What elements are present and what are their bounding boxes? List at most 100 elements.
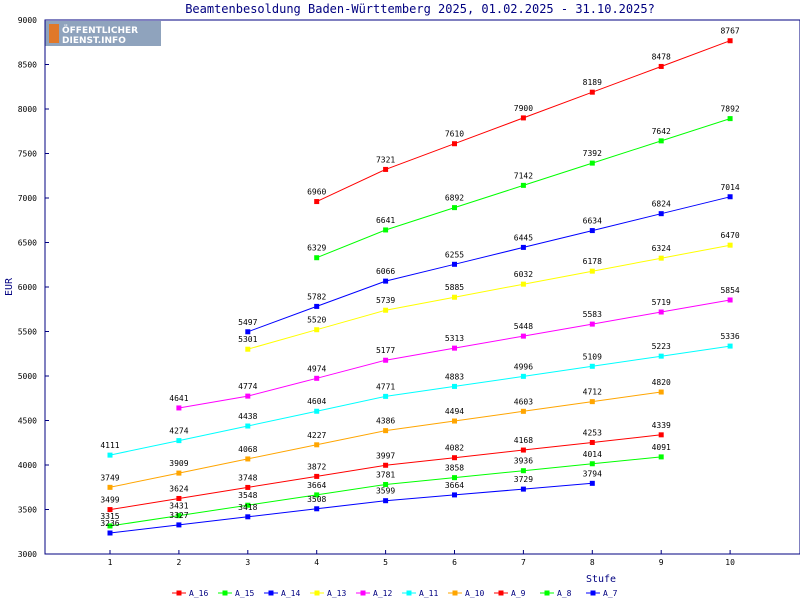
data-point xyxy=(383,166,389,172)
data-point xyxy=(383,481,389,487)
data-point xyxy=(658,138,664,144)
data-label: 7321 xyxy=(376,155,395,164)
legend-item: A_16 xyxy=(172,589,208,598)
data-label: 6892 xyxy=(445,194,464,203)
data-label: 3431 xyxy=(169,502,188,511)
data-point xyxy=(589,89,595,95)
data-point xyxy=(520,115,526,121)
y-tick-label: 6500 xyxy=(18,239,37,248)
data-label: 7610 xyxy=(445,130,464,139)
data-point xyxy=(314,327,320,333)
y-tick-label: 7500 xyxy=(18,150,37,159)
legend-marker xyxy=(452,590,458,596)
data-point xyxy=(107,523,113,529)
data-label: 4227 xyxy=(307,431,326,440)
data-point xyxy=(589,363,595,369)
data-point xyxy=(383,393,389,399)
data-label: 5520 xyxy=(307,316,326,325)
data-label: 5336 xyxy=(720,332,739,341)
x-tick-label: 9 xyxy=(659,558,664,567)
x-tick-label: 4 xyxy=(314,558,319,567)
data-label: 6032 xyxy=(514,270,533,279)
data-label: 4111 xyxy=(100,441,119,450)
data-label: 5782 xyxy=(307,292,326,301)
data-point xyxy=(727,38,733,44)
data-label: 5448 xyxy=(514,322,533,331)
data-label: 5719 xyxy=(652,298,671,307)
data-point xyxy=(452,141,457,147)
series-line xyxy=(178,299,731,409)
data-point xyxy=(245,502,251,508)
data-label: 7892 xyxy=(720,105,739,114)
data-label: 3548 xyxy=(238,491,257,500)
data-point xyxy=(727,297,733,303)
legend-item: A_10 xyxy=(448,589,484,598)
data-label: 6824 xyxy=(652,200,671,209)
series-a-12: 4641 4774 4974 5177 5313 5448 5583 5719 5854 xyxy=(169,286,740,411)
data-point xyxy=(658,255,664,261)
data-label: 4091 xyxy=(652,443,671,452)
y-tick-label: 8500 xyxy=(18,61,37,70)
y-tick-label: 4500 xyxy=(18,417,37,426)
data-point xyxy=(383,462,389,468)
data-point xyxy=(176,470,182,476)
data-point xyxy=(245,329,251,335)
data-label: 5109 xyxy=(583,352,602,361)
y-tick-label: 9000 xyxy=(18,16,37,25)
data-point xyxy=(589,399,595,405)
data-label: 3599 xyxy=(376,487,395,496)
data-label: 6329 xyxy=(307,244,326,253)
data-point xyxy=(520,244,526,250)
data-label: 6641 xyxy=(376,216,395,225)
data-label: 4774 xyxy=(238,382,257,391)
legend-label: A_9 xyxy=(511,589,526,598)
data-point xyxy=(176,522,182,528)
series-line xyxy=(109,345,731,456)
legend-label: A_10 xyxy=(465,589,484,598)
series-layer: 6960 7321 7610 7900 8189 8478 8767 6329 6641 6892… xyxy=(100,27,740,536)
data-point xyxy=(452,205,457,211)
data-label: 3236 xyxy=(100,519,119,528)
y-tick-label: 6000 xyxy=(18,283,37,292)
plot-area-frame xyxy=(44,19,800,555)
data-label: 4820 xyxy=(652,378,671,387)
data-point xyxy=(107,507,113,513)
data-label: 7014 xyxy=(720,183,739,192)
data-point xyxy=(520,281,526,287)
data-label: 3872 xyxy=(307,462,326,471)
legend-label: A_13 xyxy=(327,589,346,598)
x-tick-label: 10 xyxy=(725,558,735,567)
data-label: 3858 xyxy=(445,464,464,473)
legend-item: A_14 xyxy=(264,589,300,598)
data-point xyxy=(383,498,389,504)
data-label: 3418 xyxy=(238,503,257,512)
data-label: 5313 xyxy=(445,334,464,343)
data-point xyxy=(520,373,526,379)
data-point xyxy=(314,492,320,498)
series-line xyxy=(247,196,731,333)
legend-item: A_12 xyxy=(356,589,392,598)
logo-line-1: ÖFFENTLICHER xyxy=(62,25,138,36)
data-label: 6066 xyxy=(376,267,395,276)
data-point xyxy=(314,442,320,448)
data-point xyxy=(383,357,389,363)
legend-label: A_7 xyxy=(603,589,618,598)
data-point xyxy=(176,495,182,501)
data-point xyxy=(314,506,320,512)
data-point xyxy=(520,408,526,414)
y-tick-label: 7000 xyxy=(18,194,37,203)
data-label: 4082 xyxy=(445,444,464,453)
data-label: 4883 xyxy=(445,372,464,381)
legend-marker xyxy=(544,590,550,596)
data-label: 4494 xyxy=(445,407,464,416)
logo-line-2: DIENST.INFO xyxy=(62,36,126,46)
data-label: 4168 xyxy=(514,436,533,445)
data-point xyxy=(107,484,113,490)
data-point xyxy=(589,160,595,166)
legend-item: A_7 xyxy=(586,589,618,598)
data-label: 4996 xyxy=(514,362,533,371)
legend-item: A_11 xyxy=(402,589,438,598)
data-label: 6960 xyxy=(307,188,326,197)
data-label: 3624 xyxy=(169,484,188,493)
